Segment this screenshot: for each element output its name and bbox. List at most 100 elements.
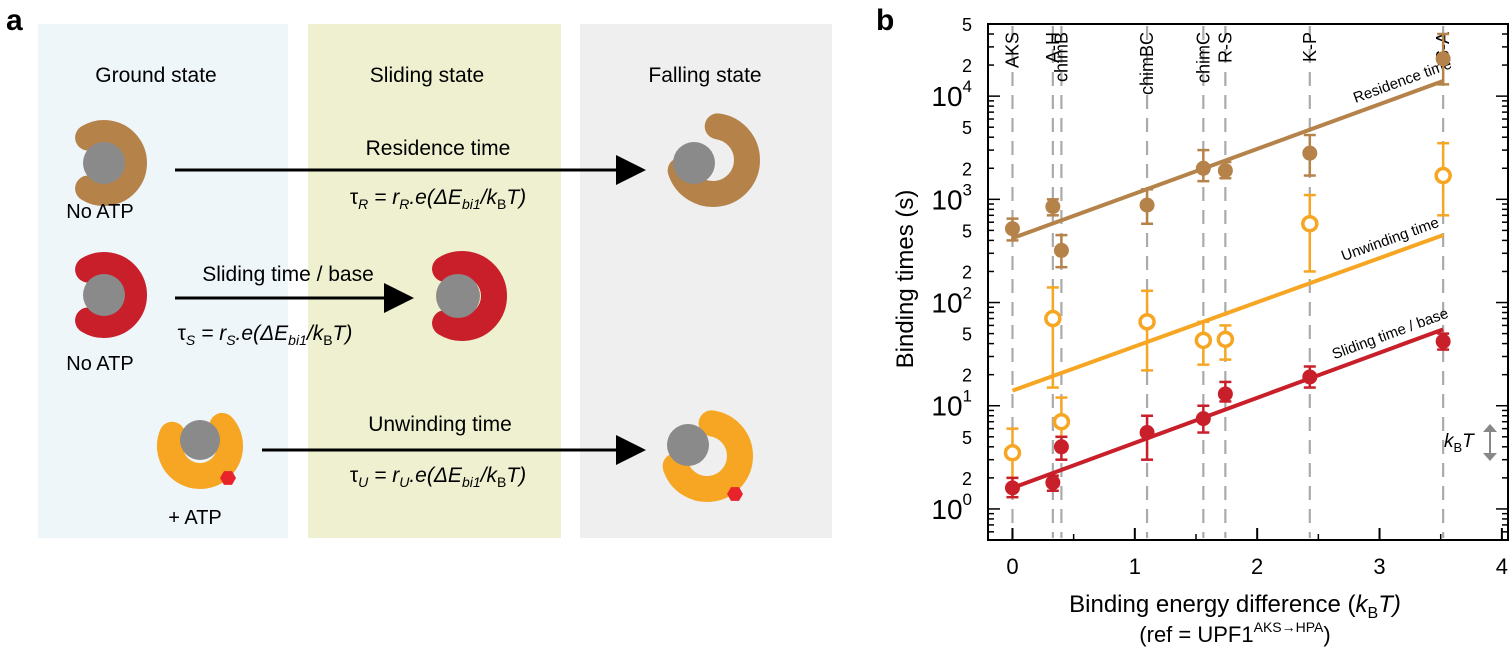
mutant-label: R-S — [1215, 32, 1235, 63]
unwinding-time-label: Unwinding time — [368, 413, 512, 436]
ground-red-clamp — [75, 252, 147, 338]
formula-tau-r: τR = rR.e(ΔEbi1/kBT) — [350, 186, 526, 212]
y-minor-label: 5 — [962, 325, 972, 345]
ground-orange-clamp — [157, 412, 243, 489]
sliding-state-background — [308, 24, 561, 538]
data-point — [1004, 221, 1020, 237]
clamp-body — [157, 412, 243, 489]
fit-line — [1011, 233, 1444, 393]
data-point — [1217, 386, 1233, 402]
data-point — [1138, 313, 1156, 331]
falling-orange-clamp — [662, 410, 753, 502]
y-decade-label: 102 — [931, 284, 972, 319]
atp-molecule-icon — [220, 471, 236, 485]
y-axis-label: Binding times (s) — [892, 190, 919, 369]
mutant-label: AKS — [1002, 32, 1022, 68]
data-point — [1195, 160, 1211, 176]
x-tick-label: 4 — [1496, 554, 1508, 579]
dna-strand-icon — [83, 142, 125, 184]
atp-molecule-icon — [727, 487, 743, 501]
data-point — [1139, 197, 1155, 213]
y-decade-label: 104 — [931, 77, 972, 112]
y-minor-label: 5 — [962, 15, 972, 35]
dna-strand-icon — [436, 274, 480, 318]
dna-strand-icon — [83, 274, 125, 316]
sliding-time-label: Sliding time / base — [202, 263, 374, 286]
data-point — [1301, 214, 1319, 233]
residence-time-label: Residence time — [366, 137, 511, 160]
sliding-red-clamp — [432, 251, 507, 341]
ground-state-heading: Ground state — [95, 64, 216, 87]
falling-brown-clamp — [667, 113, 760, 207]
kbt-label: kBT — [1444, 431, 1475, 455]
data-point — [1053, 242, 1069, 258]
mutant-label: K-P — [1300, 32, 1320, 62]
y-minor-label: 5 — [962, 118, 972, 138]
data-point — [1194, 331, 1213, 350]
ground-brown-clamp — [75, 120, 147, 206]
kbt-down-arrow-icon — [1483, 453, 1497, 461]
mutant-label: A-H — [1043, 32, 1063, 63]
x-tick-label: 1 — [1129, 554, 1141, 579]
mutant-label: chimC — [1193, 32, 1213, 83]
clamp-body — [75, 120, 147, 206]
data-point — [1435, 333, 1451, 349]
kbt-up-arrow-icon — [1483, 424, 1497, 432]
y-minor-label: 5 — [962, 428, 972, 448]
panel-a: a Ground state Sliding state Falling sta… — [6, 4, 832, 538]
sliding-state-heading: Sliding state — [370, 64, 484, 87]
y-decade-label: 100 — [931, 490, 972, 525]
data-point — [1052, 412, 1071, 431]
falling-state-background — [580, 24, 832, 538]
mutant-label: chimBC — [1137, 32, 1157, 95]
panel-label-b: b — [876, 4, 894, 37]
data-point — [1053, 439, 1069, 455]
no-atp-label-1: No ATP — [66, 201, 133, 223]
dna-strand-icon — [673, 142, 715, 184]
dna-strand-icon — [180, 420, 220, 460]
mutant-label: chimB — [1051, 32, 1071, 82]
y-minor-label: 2 — [962, 159, 972, 179]
x-axis-label: Binding energy difference (kBT) — [1069, 591, 1401, 622]
formula-tau-s: τS = rS.e(ΔEbi1/kBT) — [178, 322, 353, 348]
clamp-body — [667, 113, 760, 207]
fit-line — [1011, 79, 1444, 241]
panel-label-a: a — [6, 4, 23, 37]
x-tick-label: 0 — [1006, 554, 1018, 579]
y-minor-label: 2 — [962, 56, 972, 76]
data-point — [1302, 145, 1318, 161]
fit-line — [1011, 327, 1444, 490]
data-point — [1216, 330, 1235, 349]
clamp-body — [432, 251, 507, 341]
data-point — [1003, 444, 1022, 462]
data-point — [1434, 166, 1452, 185]
data-point — [1004, 480, 1020, 496]
no-atp-label-2: No ATP — [66, 353, 133, 375]
data-point — [1139, 425, 1155, 441]
data-point — [1217, 163, 1233, 179]
data-point — [1302, 369, 1318, 385]
y-minor-label: 2 — [962, 262, 972, 282]
data-point — [1044, 309, 1062, 328]
data-point — [1045, 475, 1061, 491]
kbt-scale-indicator: kBT — [1444, 424, 1497, 461]
x-tick-label: 3 — [1373, 554, 1385, 579]
data-point — [1195, 411, 1211, 427]
plot-frame — [987, 23, 1509, 541]
data-point — [1045, 199, 1061, 215]
y-minor-label: 2 — [962, 366, 972, 386]
data-point — [1435, 51, 1451, 67]
falling-state-heading: Falling state — [648, 64, 761, 87]
y-decade-label: 101 — [931, 387, 972, 422]
y-minor-label: 5 — [962, 221, 972, 241]
clamp-body — [75, 252, 147, 338]
formula-tau-u: τU = rU.e(ΔEbi1/kBT) — [350, 464, 526, 490]
plus-atp-label: + ATP — [168, 507, 222, 529]
y-minor-label: 2 — [962, 469, 972, 489]
x-axis-reference: (ref = UPF1AKS→HPA) — [1139, 619, 1330, 647]
y-decade-label: 103 — [931, 180, 972, 215]
dna-strand-icon — [667, 424, 709, 466]
clamp-body — [662, 410, 753, 502]
